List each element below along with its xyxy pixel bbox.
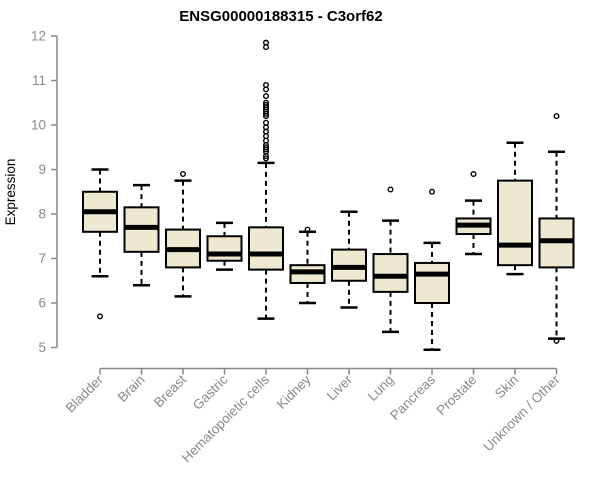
x-tick-label-liver: Liver	[324, 372, 356, 404]
x-tick-label-breast: Breast	[151, 372, 189, 410]
y-tick-label: 6	[38, 296, 46, 311]
outlier-point	[263, 119, 270, 126]
x-tick-label-bladder: Bladder	[63, 372, 107, 416]
box-prostate	[455, 170, 492, 256]
outlier-point	[387, 186, 394, 193]
y-tick-label: 7	[38, 251, 46, 266]
outlier-point	[553, 337, 560, 344]
chart-title: ENSG00000188315 - C3orf62	[179, 8, 382, 25]
y-tick-label: 5	[38, 340, 46, 355]
x-tick-label-pancreas: Pancreas	[387, 372, 438, 423]
box-breast	[165, 170, 201, 298]
box-kidney	[289, 226, 326, 305]
iqr-box	[372, 253, 409, 293]
box-lung	[372, 186, 409, 334]
box-unknown-other	[538, 113, 575, 344]
y-tick-label: 9	[38, 162, 46, 177]
outlier-point	[96, 313, 103, 320]
outlier-point	[263, 101, 270, 108]
iqr-box	[414, 261, 450, 305]
y-tick-label: 12	[31, 29, 46, 44]
outlier-point	[470, 170, 477, 177]
x-tick-label-kidney: Kidney	[274, 372, 314, 412]
x-tick-label-brain: Brain	[115, 372, 148, 405]
y-tick-label: 8	[38, 207, 46, 222]
outlier-point	[263, 99, 270, 106]
outlier-point	[304, 226, 311, 233]
box-bladder	[82, 168, 118, 320]
box-skin	[497, 141, 533, 276]
y-axis: 5 6 7 8 9 10 11 12	[31, 29, 58, 355]
outlier-point	[263, 155, 270, 162]
outlier-point	[553, 113, 560, 120]
box-brain	[123, 183, 160, 287]
iqr-box	[248, 226, 284, 271]
box-gastric	[206, 221, 243, 271]
x-tick-label-prostate: Prostate	[433, 372, 479, 418]
box-hematopoietic-cells	[248, 39, 284, 320]
y-tick-label: 10	[31, 118, 46, 133]
x-tick-label-skin: Skin	[492, 372, 521, 401]
outlier-point	[429, 188, 436, 195]
box-pancreas	[414, 188, 450, 351]
outlier-point	[263, 39, 270, 46]
outlier-point	[263, 81, 270, 88]
outlier-point	[263, 93, 270, 100]
boxplot-layer	[82, 39, 575, 351]
iqr-box	[497, 179, 533, 267]
y-tick-label: 11	[32, 73, 46, 88]
outlier-point	[263, 144, 270, 151]
iqr-box	[206, 235, 243, 262]
y-axis-label: Expression	[3, 159, 18, 226]
x-tick-label-gastric: Gastric	[190, 372, 231, 413]
x-tick-label-unknown-other: Unknown / Other	[480, 372, 563, 455]
box-liver	[331, 210, 367, 309]
x-tick-label-lung: Lung	[365, 372, 397, 404]
outlier-point	[179, 170, 186, 177]
